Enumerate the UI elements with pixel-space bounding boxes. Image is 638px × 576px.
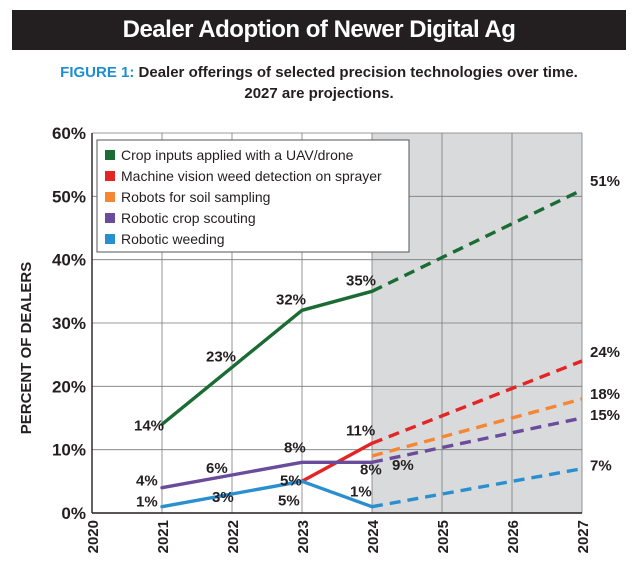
legend-label: Machine vision weed detection on sprayer xyxy=(121,168,382,184)
legend-swatch xyxy=(105,234,115,244)
data-label: 4% xyxy=(136,473,158,490)
data-label: 23% xyxy=(206,348,236,365)
data-label: 24% xyxy=(590,344,620,361)
chart-subtitle: FIGURE 1: Dealer offerings of selected p… xyxy=(0,62,638,104)
data-label: 8% xyxy=(360,461,382,478)
legend-swatch xyxy=(105,192,115,202)
legend-swatch xyxy=(105,213,115,223)
data-label: 5% xyxy=(278,492,300,509)
x-tick-label: 2022 xyxy=(225,520,242,553)
data-label: 9% xyxy=(392,457,414,474)
series-line-actual xyxy=(160,479,374,509)
x-tick-label: 2023 xyxy=(295,520,312,553)
x-tick-label: 2024 xyxy=(365,519,382,553)
x-tick-label: 2021 xyxy=(155,520,172,553)
figure-label: FIGURE 1: xyxy=(60,64,135,81)
y-tick-label: 60% xyxy=(52,124,86,143)
series-line-projected xyxy=(371,359,583,445)
series-line-projected xyxy=(371,397,583,458)
legend-swatch xyxy=(105,171,115,181)
legend-label: Robotic crop scouting xyxy=(121,210,256,226)
data-label: 35% xyxy=(346,272,376,289)
data-label: 14% xyxy=(134,417,164,434)
legend-label: Robotic weeding xyxy=(121,231,225,247)
legend-label: Crop inputs applied with a UAV/drone xyxy=(121,147,354,163)
series-line-projected xyxy=(371,188,583,293)
data-label: 32% xyxy=(276,291,306,308)
y-tick-label: 20% xyxy=(52,377,86,396)
y-tick-label: 50% xyxy=(52,187,86,206)
x-tick-label: 2025 xyxy=(435,520,452,553)
data-label: 11% xyxy=(346,422,375,439)
data-label: 18% xyxy=(590,386,620,403)
y-axis-title: PERCENT OF DEALERS xyxy=(18,262,35,435)
legend-box xyxy=(96,139,410,253)
data-label: 7% xyxy=(590,458,612,475)
data-label: 1% xyxy=(350,484,372,501)
legend-swatch xyxy=(105,150,115,160)
y-tick-label: 0% xyxy=(61,504,86,523)
data-label: 6% xyxy=(206,460,228,477)
series-line-actual xyxy=(160,289,374,426)
chart-title: Dealer Adoption of Newer Digital Ag xyxy=(122,16,516,43)
x-tick-label: 2027 xyxy=(575,520,592,553)
chart-banner: Dealer Adoption of Newer Digital Ag xyxy=(12,10,626,50)
data-label: 3% xyxy=(212,489,234,506)
x-tick-label: 2020 xyxy=(85,520,102,553)
x-tick-label: 2026 xyxy=(505,520,522,553)
subtitle-line-1: FIGURE 1: Dealer offerings of selected p… xyxy=(0,62,638,83)
series-line-actual xyxy=(160,460,374,490)
data-label: 15% xyxy=(590,407,620,424)
data-label: 1% xyxy=(136,494,158,511)
subtitle-text-1: Dealer offerings of selected precision t… xyxy=(138,64,578,81)
y-tick-label: 40% xyxy=(52,251,86,270)
legend-label: Robots for soil sampling xyxy=(121,189,270,205)
data-label: 8% xyxy=(284,439,306,456)
y-tick-label: 30% xyxy=(52,314,86,333)
axes: 0% 10% 20% 30% 40% 50% 60% 2020 2021 2022 2023 2024… xyxy=(52,124,592,553)
data-label: 51% xyxy=(590,173,620,190)
y-tick-label: 10% xyxy=(52,441,86,460)
series-lines xyxy=(160,188,583,509)
data-label: 5% xyxy=(280,472,302,489)
subtitle-line-2: 2027 are projections. xyxy=(244,85,394,102)
legend: Crop inputs applied with a UAV/drone Mach… xyxy=(96,139,410,253)
data-labels: 14% 23% 32% 35% 51% 24% 18% 15% 7% 11% 9% 8% 8% 5% 5% 1… xyxy=(134,173,620,511)
